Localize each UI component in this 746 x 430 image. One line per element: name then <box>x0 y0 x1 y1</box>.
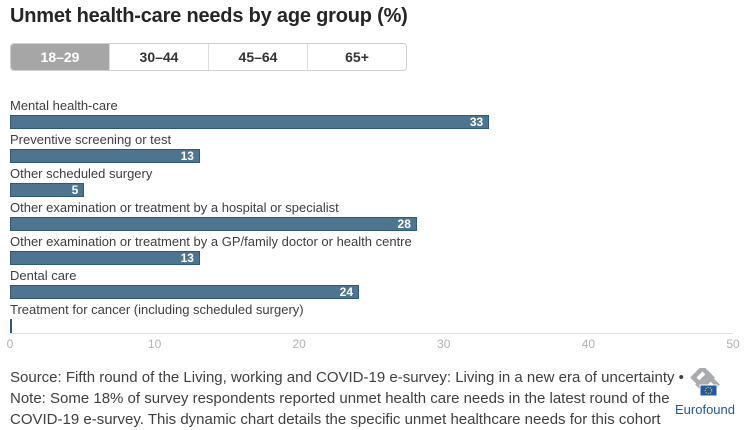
category-label: Preventive screening or test <box>10 132 172 147</box>
tab-label: 18–29 <box>40 49 80 65</box>
bar-value-label: 24 <box>339 285 354 299</box>
bar-value-label: 13 <box>180 149 194 163</box>
bar-track: 24 <box>10 285 733 299</box>
category-label: Other examination or treatment by a hosp… <box>10 200 339 215</box>
chart-row: Preventive screening or test 13 <box>10 132 733 163</box>
tab-65+[interactable]: 65+ <box>308 44 406 70</box>
eurofound-knot-icon <box>690 365 720 397</box>
bar-track: 13 <box>10 251 733 265</box>
tab-45-64[interactable]: 45–64 <box>209 44 308 70</box>
bar: 24 <box>10 285 360 299</box>
chart-row: Other scheduled surgery 5 <box>10 166 733 197</box>
category-label: Other examination or treatment by a GP/f… <box>10 234 412 249</box>
chart-row: Mental health-care 33 <box>10 98 733 129</box>
tab-label: 30–44 <box>139 49 179 65</box>
bar: 5 <box>10 183 85 197</box>
x-axis-tick: 40 <box>581 337 596 351</box>
bar: 28 <box>10 217 417 231</box>
page-title: Unmet health-care needs by age group (%) <box>10 5 408 27</box>
x-axis-tick: 50 <box>726 337 740 351</box>
bar: 13 <box>10 149 200 163</box>
source-note-line: COVID-19 e-survey. This dynamic chart de… <box>10 411 661 428</box>
chart-row: Other examination or treatment by a hosp… <box>10 200 733 231</box>
bar-chart: Mental health-care 33 Preventive screeni… <box>10 98 733 336</box>
chart-row: Treatment for cancer (including schedule… <box>10 302 733 333</box>
x-axis-tick: 30 <box>437 337 451 351</box>
source-note-line: Source: Fifth round of the Living, worki… <box>10 369 684 386</box>
x-axis-tick: 0 <box>6 337 14 351</box>
tab-label: 65+ <box>345 49 369 65</box>
bar: 13 <box>10 251 200 265</box>
eurofound-logo-text: Eurofound <box>675 402 735 417</box>
x-axis-line <box>10 333 733 334</box>
x-axis-tick: 10 <box>147 337 162 351</box>
bar-track: 33 <box>10 115 733 129</box>
eu-flag-icon <box>699 384 718 397</box>
source-note: Source: Fifth round of the Living, worki… <box>10 367 690 430</box>
source-note-line: Note: Some 18% of survey respondents rep… <box>10 390 670 407</box>
bar-track: 13 <box>10 149 733 163</box>
bar: 33 <box>10 115 490 129</box>
bar-value-label: 5 <box>71 183 79 197</box>
category-label: Mental health-care <box>10 98 118 113</box>
bar-track <box>10 319 733 333</box>
eurofound-logo: Eurofound <box>668 365 742 417</box>
tab-30-44[interactable]: 30–44 <box>110 44 209 70</box>
bar-value-label: 28 <box>397 217 411 231</box>
x-axis-tick: 20 <box>292 337 306 351</box>
bar-value-label: 33 <box>469 115 484 129</box>
tab-label: 45–64 <box>238 49 278 65</box>
x-axis-ticks: 0 10 20 30 40 50 <box>6 337 740 351</box>
bar-track: 28 <box>10 217 733 231</box>
category-label: Dental care <box>10 268 77 283</box>
bar <box>10 319 12 333</box>
bar-value-label: 13 <box>180 251 194 265</box>
age-group-tabs: 18–29 30–44 45–64 65+ <box>10 43 407 71</box>
category-label: Treatment for cancer (including schedule… <box>10 302 304 317</box>
tab-18-29[interactable]: 18–29 <box>11 44 110 70</box>
category-label: Other scheduled surgery <box>10 166 153 181</box>
chart-row: Dental care 24 <box>10 268 733 299</box>
chart-row: Other examination or treatment by a GP/f… <box>10 234 733 265</box>
bar-track: 5 <box>10 183 733 197</box>
